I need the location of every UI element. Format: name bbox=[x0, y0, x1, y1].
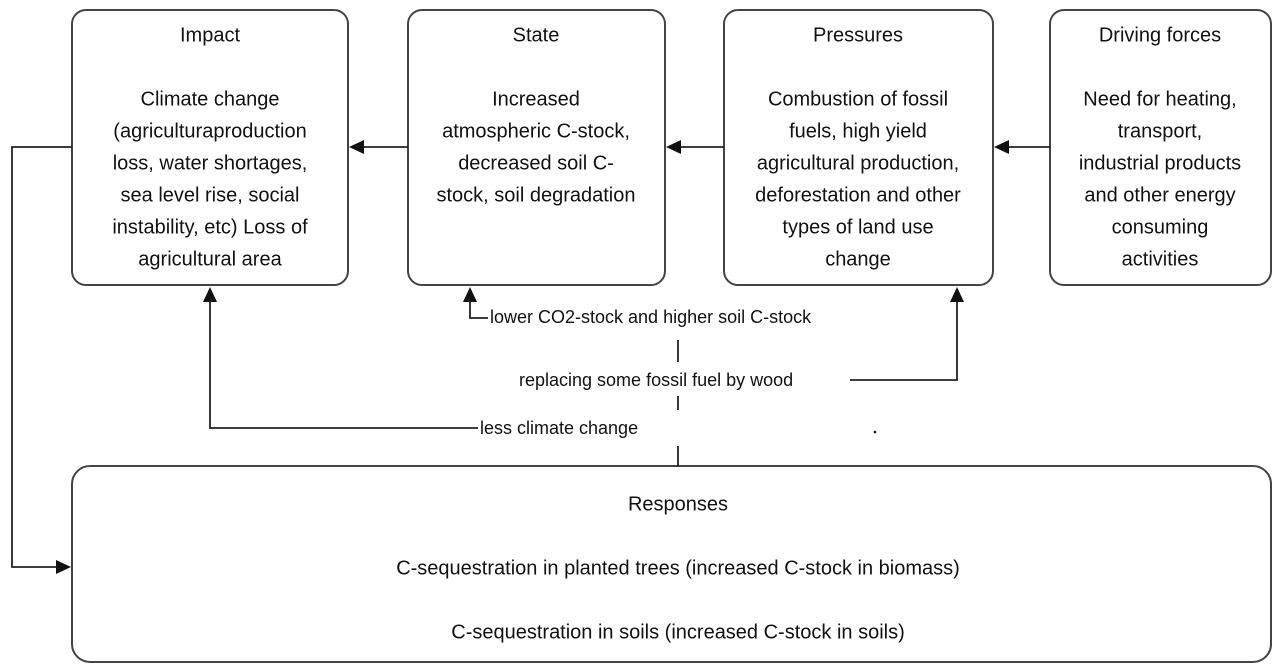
node-text: (agriculturaproduction bbox=[113, 120, 306, 142]
node-text: Increased bbox=[492, 88, 580, 110]
node-text: C-sequestration in planted trees (increa… bbox=[396, 557, 960, 579]
node-text: agricultural area bbox=[138, 248, 282, 270]
node-text: fuels, high yield bbox=[789, 120, 927, 142]
node-text: instability, etc) Loss of bbox=[112, 216, 308, 238]
pressures-box bbox=[723, 9, 994, 286]
node-text: transport, bbox=[1118, 120, 1202, 142]
node-text: change bbox=[825, 248, 891, 270]
node-title: Driving forces bbox=[1099, 24, 1221, 46]
node-text: C-sequestration in soils (increased C-st… bbox=[451, 621, 905, 643]
node-text: loss, water shortages, bbox=[113, 152, 308, 174]
node-text: and other energy bbox=[1084, 184, 1235, 206]
node-text: sea level rise, social bbox=[121, 184, 300, 206]
node-text: consuming bbox=[1112, 216, 1209, 238]
node-text: stock, soil degradation bbox=[436, 184, 635, 206]
responses-box bbox=[71, 465, 1272, 663]
state-box bbox=[407, 9, 666, 286]
node-text: agricultural production, bbox=[757, 152, 959, 174]
node-text: activities bbox=[1122, 248, 1199, 270]
node-text: types of land use bbox=[782, 216, 933, 238]
node-title: State bbox=[513, 24, 560, 46]
node-text: industrial products bbox=[1079, 152, 1241, 174]
impact-box bbox=[71, 9, 349, 286]
node-title: Responses bbox=[628, 493, 728, 515]
node-text: Combustion of fossil bbox=[768, 88, 948, 110]
node-title: Pressures bbox=[813, 24, 903, 46]
connectors bbox=[11, 140, 1050, 574]
edge-label: less climate change bbox=[480, 418, 638, 438]
node-text: Climate change bbox=[141, 88, 280, 110]
driving-forces-box bbox=[1049, 9, 1272, 286]
node-title: Impact bbox=[180, 24, 240, 46]
node-text: Need for heating, bbox=[1083, 88, 1236, 110]
edge-label: replacing some fossil fuel by wood bbox=[519, 370, 793, 390]
node-text: deforestation and other bbox=[755, 184, 961, 206]
node-text: atmospheric C-stock, bbox=[442, 120, 630, 142]
edge-label: lower CO2-stock and higher soil C-stock bbox=[490, 307, 812, 327]
node-text: decreased soil C- bbox=[458, 152, 614, 174]
